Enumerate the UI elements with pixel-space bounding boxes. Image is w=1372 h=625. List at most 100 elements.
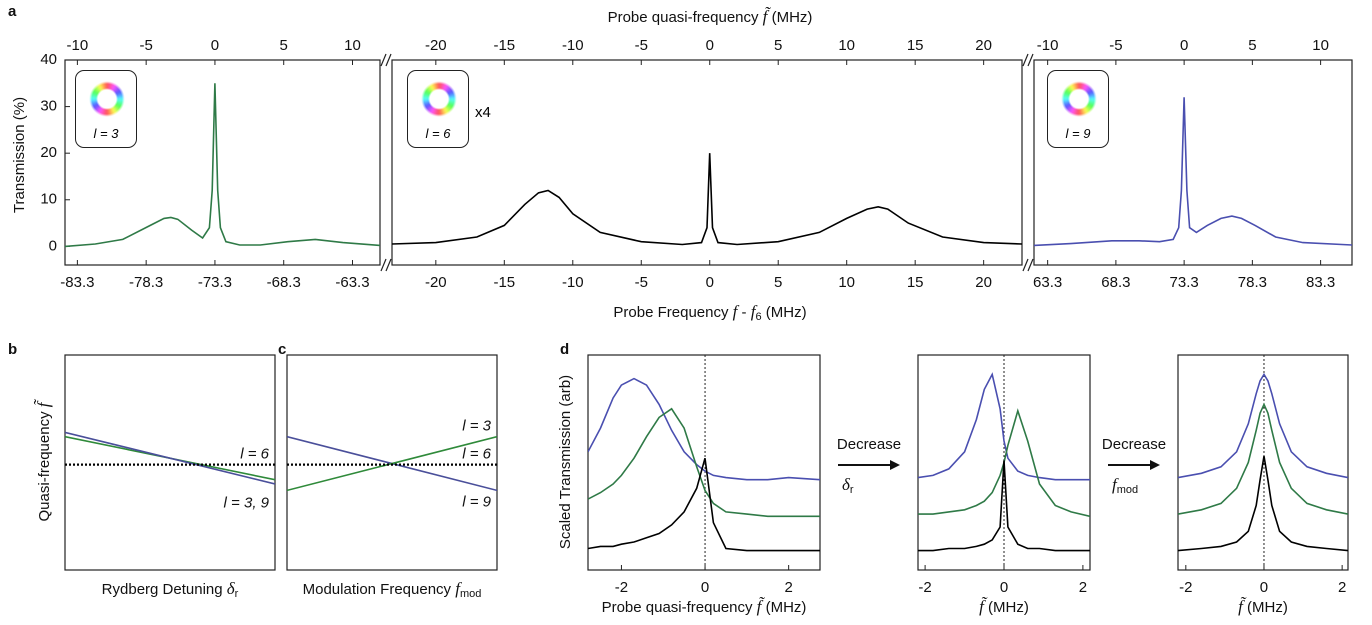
label-part: f̃: [34, 399, 53, 408]
x2-tick-label: -5: [635, 37, 648, 54]
series-line: [588, 407, 820, 518]
x-tick-label: -63.3: [335, 274, 369, 291]
plot-frame: [64, 59, 381, 266]
x-axis-label: Rydberg Detuning δr: [102, 579, 239, 600]
label-part: Probe quasi-frequency: [608, 9, 763, 26]
y-tick-label: 30: [40, 98, 57, 115]
x-tick-label: -10: [562, 274, 584, 291]
y-tick-label: 20: [40, 144, 57, 161]
x2-tick-label: 10: [838, 37, 855, 54]
x2-tick-label: 0: [211, 37, 219, 54]
inset-label: l = 9: [1065, 126, 1091, 141]
label-part: δ: [842, 475, 851, 494]
label-part: f̃: [979, 597, 988, 616]
panel-label: d: [560, 341, 569, 358]
beam-profile: [89, 81, 125, 117]
plot-frame: [391, 59, 1023, 266]
arrow-label: Decrease: [837, 436, 901, 453]
label-part: mod: [460, 588, 481, 600]
label-part: Quasi-frequency: [36, 407, 53, 521]
label-part: r: [850, 484, 854, 496]
arrow-head: [1150, 460, 1160, 470]
series-line: [588, 377, 820, 481]
x-tick-label: 2: [784, 579, 792, 596]
series-label: l = 3: [462, 418, 491, 435]
arrow-head: [890, 460, 900, 470]
series-line: [588, 457, 820, 552]
x-tick-label: 20: [975, 274, 992, 291]
panel-label: c: [278, 341, 286, 358]
x2-tick-label: -10: [1037, 37, 1059, 54]
x-axis-label: f̃ (MHz): [979, 597, 1029, 616]
x-tick-label: -5: [635, 274, 648, 291]
x-tick-label: 63.3: [1033, 274, 1062, 291]
x2-tick-label: 20: [975, 37, 992, 54]
x-axis-label: Modulation Frequency fmod: [303, 579, 482, 600]
label-part: f̃: [757, 597, 766, 616]
x-tick-label: 83.3: [1306, 274, 1335, 291]
series-line: [1178, 372, 1348, 479]
axis-breaks: [380, 53, 1034, 272]
x-tick-label: 10: [838, 274, 855, 291]
x-tick-label: 0: [706, 274, 714, 291]
series-line: [392, 153, 1022, 246]
label-part: (MHz): [761, 599, 806, 616]
y-axis-label: Transmission (%): [11, 97, 28, 213]
label-part: (MHz): [762, 304, 807, 321]
x2-tick-label: 10: [344, 37, 361, 54]
x-tick-label: -78.3: [129, 274, 163, 291]
x-tick-label: 0: [1000, 579, 1008, 596]
label-part: Decrease: [837, 436, 901, 453]
x-tick-label: -20: [425, 274, 447, 291]
label-part: f̃: [1238, 597, 1247, 616]
series-label: l = 9: [462, 493, 491, 510]
series-label: l = 6: [462, 446, 491, 463]
plot-frame: [64, 354, 276, 571]
x2-tick-label: 10: [1312, 37, 1329, 54]
x-tick-label: 68.3: [1101, 274, 1130, 291]
label-part: f: [751, 302, 758, 321]
x-axis-label: f̃ (MHz): [1238, 597, 1288, 616]
beam-profile: [421, 81, 457, 117]
scale-note: x4: [475, 104, 491, 121]
series-line: [1178, 402, 1348, 515]
label-part: f: [733, 302, 740, 321]
inset-label: l = 3: [93, 126, 119, 141]
x2-tick-label: -20: [425, 37, 447, 54]
x-axis-label: Probe Frequency f - f6 (MHz): [613, 302, 806, 323]
series-line: [918, 408, 1090, 518]
label-part: mod: [1117, 484, 1138, 496]
label-part: δ: [227, 579, 236, 598]
y-axis-label: Quasi-frequency f̃: [34, 399, 53, 522]
x-tick-label: 2: [1338, 579, 1346, 596]
x2-tick-label: 5: [280, 37, 288, 54]
series-line: [1034, 97, 1352, 247]
x2-tick-label: -10: [562, 37, 584, 54]
inset: l = 3: [75, 70, 137, 148]
label-part: Probe Frequency: [613, 304, 732, 321]
series-line: [1178, 455, 1348, 552]
inset-label: l = 6: [425, 126, 451, 141]
arrow-symbol: δr: [842, 475, 854, 496]
label-part: (MHz): [984, 599, 1029, 616]
x-tick-label: -68.3: [267, 274, 301, 291]
x-tick-label: 73.3: [1170, 274, 1199, 291]
x2-tick-label: 15: [907, 37, 924, 54]
x-tick-label: 0: [1260, 579, 1268, 596]
y-tick-label: 0: [49, 237, 57, 254]
x-axis-label: Probe quasi-frequency f̃ (MHz): [602, 597, 807, 616]
x2-axis-label: Probe quasi-frequency f̃ (MHz): [608, 7, 813, 26]
panel-label: b: [8, 341, 17, 358]
series-line: [65, 431, 275, 485]
label-part: Decrease: [1102, 436, 1166, 453]
x2-tick-label: -5: [1109, 37, 1122, 54]
plot-frame: [1177, 354, 1349, 571]
inset: l = 9: [1047, 70, 1109, 148]
inset: l = 6: [407, 70, 469, 148]
x-tick-label: -2: [918, 579, 931, 596]
plot-frame: [1033, 59, 1353, 266]
x-tick-label: 15: [907, 274, 924, 291]
label-part: Scaled Transmission (arb): [557, 375, 574, 549]
label-part: 6: [755, 311, 761, 323]
label-part: Probe quasi-frequency: [602, 599, 757, 616]
